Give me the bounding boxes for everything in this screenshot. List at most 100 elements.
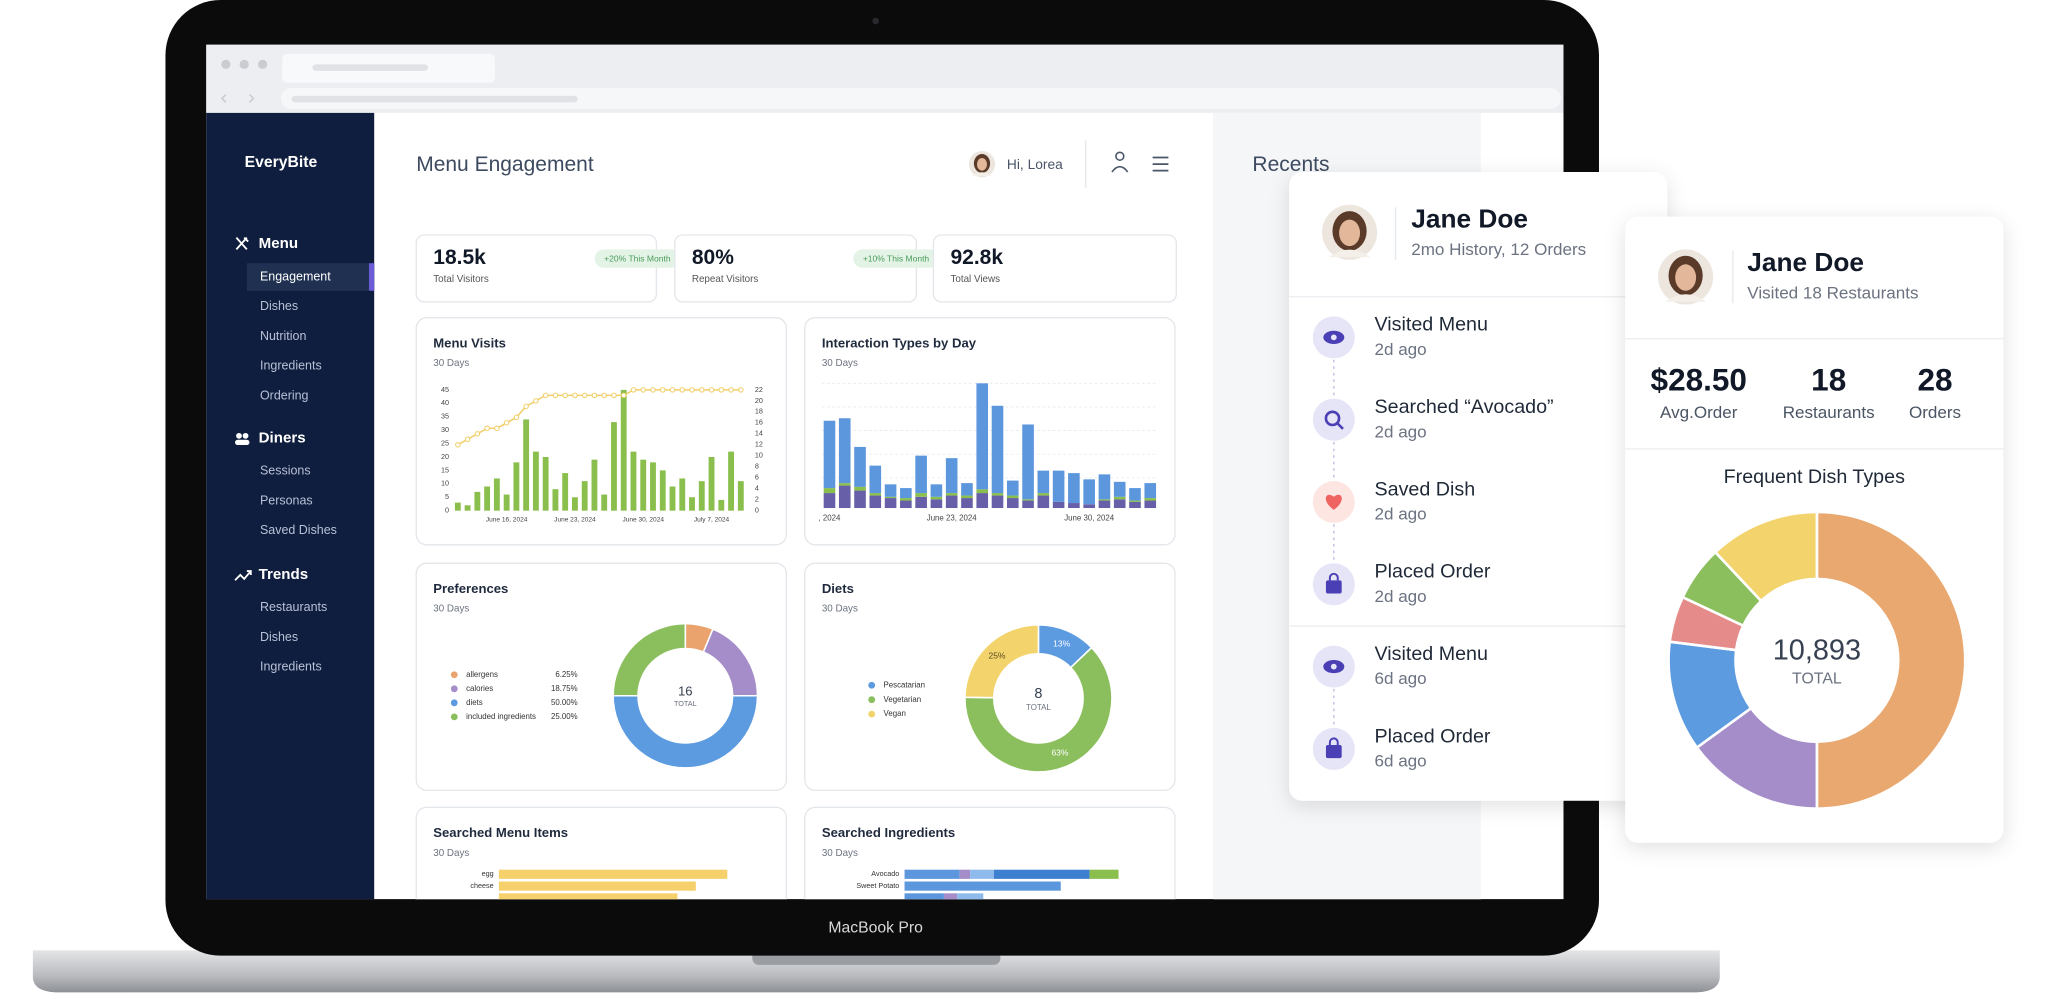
- bar-segment: [904, 893, 944, 900]
- y-tick-label: 5: [445, 492, 449, 501]
- line-point: [699, 387, 705, 393]
- bar-segment: [1113, 496, 1126, 500]
- event-time: 6d ago: [1375, 669, 1427, 688]
- nav-item[interactable]: Dishes: [260, 299, 298, 313]
- icon-eye-pupil: [1330, 334, 1337, 341]
- line-point: [650, 387, 656, 393]
- donut-total-label: TOTAL: [1026, 703, 1051, 712]
- address-placeholder: [291, 95, 578, 103]
- line-point: [513, 414, 520, 421]
- donut-total: 10,893: [1773, 634, 1861, 666]
- stat-label: Total Visitors: [433, 274, 489, 285]
- chart-subtitle: 30 Days: [822, 358, 858, 369]
- card-frame: [415, 317, 788, 546]
- line-point: [484, 425, 490, 432]
- y-category-label: cheese: [470, 881, 493, 890]
- profile-stat-value: $28.50: [1651, 361, 1747, 397]
- stat-label: Repeat Visitors: [692, 274, 759, 285]
- window-dot: [258, 59, 268, 69]
- chart-title: Searched Ingredients: [822, 825, 955, 840]
- line-point: [494, 425, 500, 432]
- bar: [498, 893, 678, 900]
- window-dot: [221, 59, 231, 69]
- bar-segment: [1037, 470, 1050, 494]
- nav-item[interactable]: Dishes: [260, 630, 298, 644]
- profile-name: Jane Doe: [1411, 203, 1528, 233]
- section-title[interactable]: Trends: [259, 566, 308, 583]
- nav-item[interactable]: Ingredients: [260, 660, 322, 674]
- line-point: [523, 403, 529, 410]
- nav-item[interactable]: Saved Dishes: [260, 523, 337, 537]
- nav-item[interactable]: Nutrition: [260, 329, 306, 343]
- legend-dot: [450, 671, 458, 679]
- line-point: [728, 387, 734, 393]
- nav-item[interactable]: Ingredients: [260, 359, 322, 373]
- menu-icon[interactable]: [1152, 156, 1169, 172]
- bar-segment: [1129, 500, 1141, 502]
- bar: [689, 497, 695, 511]
- y-category-label: Sweet Potato: [856, 881, 899, 890]
- profile-stat-label: Orders: [1909, 403, 1961, 422]
- nav-item[interactable]: Engagement: [260, 269, 331, 283]
- line-point: [630, 387, 637, 393]
- greeting[interactable]: Hi, Lorea: [1007, 157, 1063, 172]
- bar: [601, 494, 608, 511]
- event-title: Placed Order: [1375, 725, 1491, 747]
- nav-item[interactable]: Personas: [260, 493, 313, 507]
- bar-segment: [1037, 493, 1050, 496]
- y-tick-label: 35: [441, 412, 449, 421]
- avatar-face: [1339, 219, 1361, 247]
- x-tick-label: June 23, 2024: [927, 514, 977, 523]
- legend-label: Vegetarian: [884, 695, 922, 704]
- section-title[interactable]: Diners: [259, 429, 306, 446]
- bar-segment: [943, 893, 958, 900]
- chart-card: Searched Menu Items 30 Days egg cheese: [415, 806, 788, 900]
- bar-segment: [869, 495, 882, 509]
- line-point: [679, 387, 686, 393]
- profile-stat-value: 28: [1918, 361, 1953, 397]
- chart-card: Searched Ingredients 30 Days Avocado Sweet …: [804, 806, 1176, 900]
- stat-badge: [853, 249, 939, 268]
- stat-card: [674, 234, 918, 303]
- bar: [728, 451, 734, 511]
- user-icon[interactable]: [1111, 151, 1129, 173]
- bar: [679, 478, 686, 511]
- nav-item[interactable]: Ordering: [260, 388, 309, 402]
- bar-segment: [976, 383, 989, 490]
- bar-segment: [900, 488, 912, 499]
- bar-segment: [838, 485, 851, 509]
- line-point: [533, 398, 539, 404]
- y2-tick-label: 20: [755, 396, 763, 405]
- chart-subtitle: 30 Days: [433, 848, 469, 859]
- bar: [669, 486, 676, 511]
- profile-stat-label: Avg.Order: [1660, 403, 1738, 422]
- bar-segment: [1113, 499, 1126, 509]
- nav-item[interactable]: Sessions: [260, 464, 311, 478]
- bar: [620, 389, 627, 511]
- avatar-shoulders: [972, 172, 992, 176]
- nav-arrows[interactable]: [220, 93, 255, 103]
- line-point: [669, 387, 676, 393]
- address-bar[interactable]: [280, 87, 1561, 109]
- bar-segment: [945, 495, 958, 509]
- x-tick-label: July 7, 2024: [694, 517, 730, 524]
- x-tick-label: June 16, 2024: [486, 517, 528, 524]
- line-point: [708, 387, 715, 393]
- nav-item[interactable]: Restaurants: [260, 600, 327, 614]
- donut-total: 16: [678, 683, 693, 698]
- y2-tick-label: 8: [755, 462, 759, 471]
- line-point: [542, 392, 549, 399]
- stat-value: 18.5k: [433, 246, 486, 269]
- legend-label: included ingredients: [466, 712, 536, 721]
- chart-title: Menu Visits: [433, 335, 506, 350]
- section-title[interactable]: Menu: [259, 235, 298, 252]
- avatar-shoulders: [1664, 294, 1707, 302]
- bar-segment: [869, 493, 882, 496]
- bar: [532, 451, 539, 511]
- bar: [513, 462, 520, 511]
- bar: [542, 456, 549, 511]
- bar: [523, 419, 530, 511]
- event-time: 2d ago: [1375, 422, 1427, 441]
- bar-segment: [961, 498, 973, 509]
